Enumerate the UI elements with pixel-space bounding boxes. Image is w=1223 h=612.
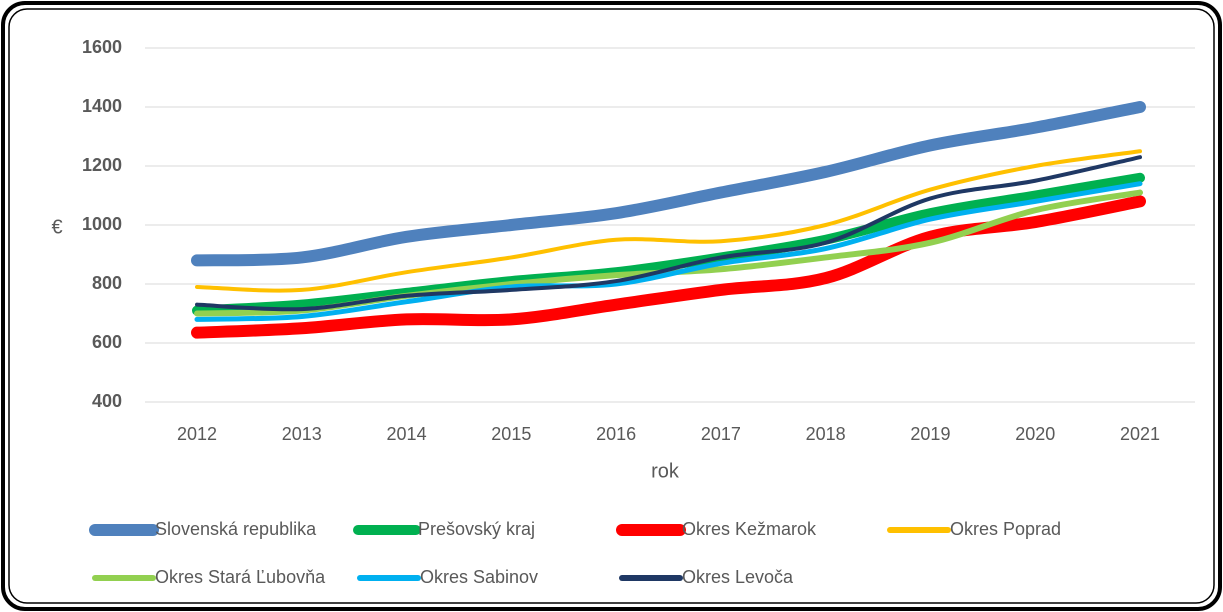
legend-label: Slovenská republika — [155, 519, 317, 539]
y-tick-label: 1000 — [82, 214, 122, 234]
y-tick-label: 800 — [92, 273, 122, 293]
legend-label: Okres Stará Ľubovňa — [155, 567, 326, 587]
line-series — [194, 181, 1143, 322]
x-tick-label: 2016 — [596, 424, 636, 444]
x-tick-label: 2017 — [701, 424, 741, 444]
line-series — [192, 172, 1145, 316]
legend-label: Okres Sabinov — [420, 567, 538, 587]
legend-label: Prešovský kraj — [418, 519, 535, 539]
y-tick-label: 1400 — [82, 96, 122, 116]
x-axis-label: rok — [651, 460, 680, 482]
x-tick-label: 2015 — [491, 424, 531, 444]
x-tick-label: 2021 — [1120, 424, 1160, 444]
legend-label: Okres Kežmarok — [682, 519, 817, 539]
y-tick-label: 1200 — [82, 155, 122, 175]
x-tick-label: 2014 — [387, 424, 427, 444]
y-axis-label: € — [51, 216, 62, 238]
y-tick-label: 400 — [92, 391, 122, 411]
y-tick-label: 1600 — [82, 37, 122, 57]
x-tick-label: 2019 — [910, 424, 950, 444]
x-tick-label: 2020 — [1015, 424, 1055, 444]
legend-label: Okres Levoča — [682, 567, 794, 587]
x-tick-label: 2012 — [177, 424, 217, 444]
y-tick-label: 600 — [92, 332, 122, 352]
inner-frame — [8, 8, 1215, 604]
legend-label: Okres Poprad — [950, 519, 1061, 539]
x-tick-label: 2013 — [282, 424, 322, 444]
line-series — [195, 155, 1142, 312]
line-series — [191, 101, 1146, 267]
x-tick-label: 2018 — [806, 424, 846, 444]
line-series — [195, 149, 1142, 293]
